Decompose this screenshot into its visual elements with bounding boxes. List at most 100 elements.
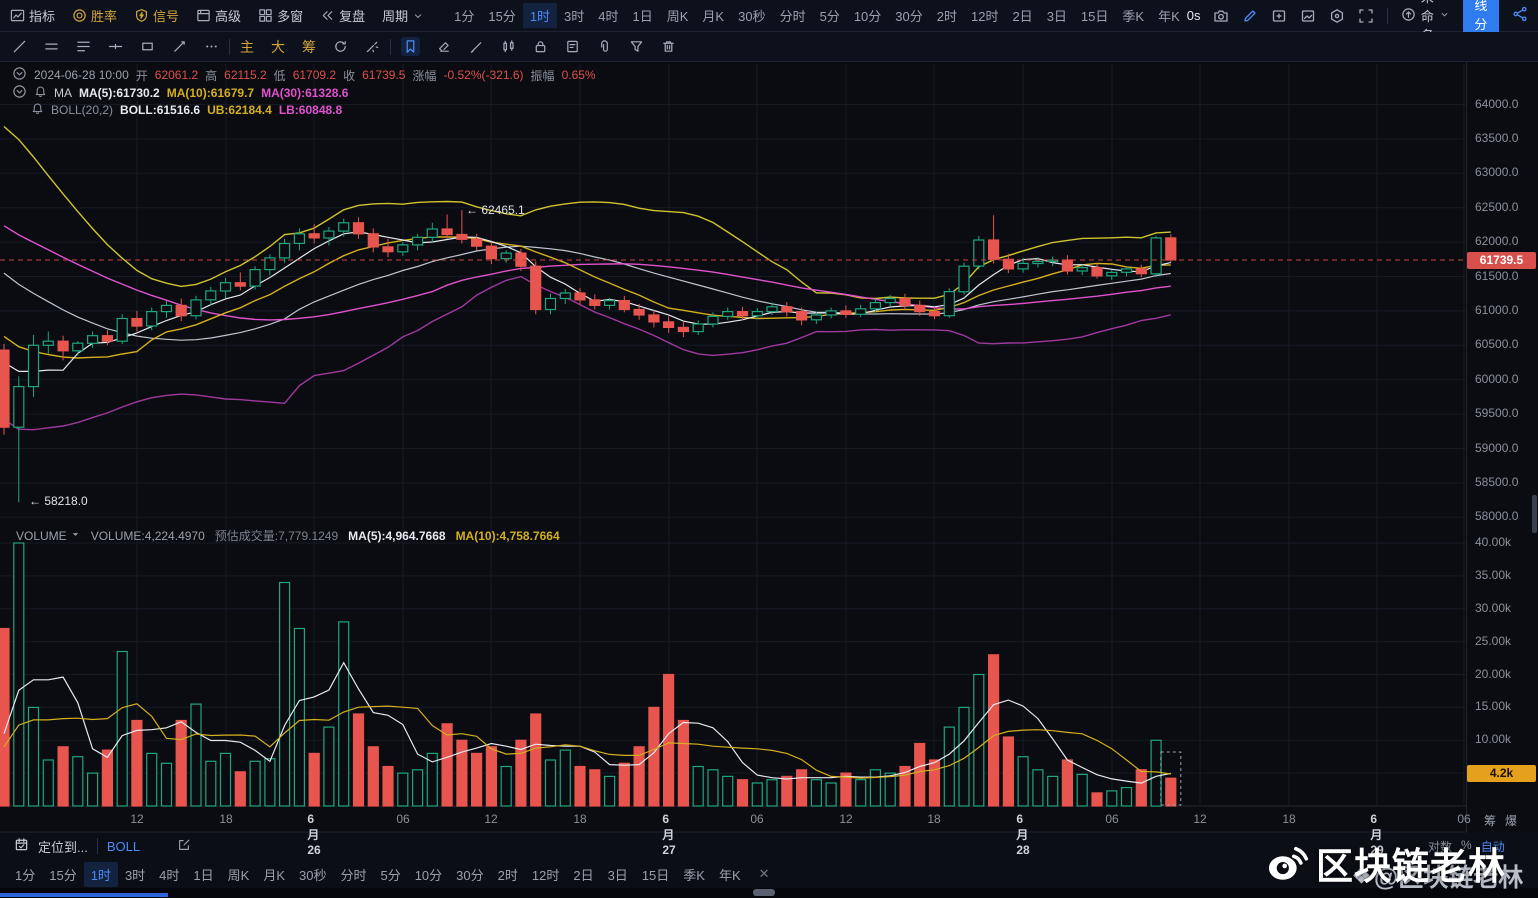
bell-icon[interactable] — [34, 85, 47, 98]
footer-period-周K[interactable]: 周K — [227, 867, 250, 883]
brush-button[interactable] — [469, 39, 484, 54]
note-button[interactable] — [565, 39, 580, 54]
trash-button[interactable] — [661, 39, 676, 54]
price-axis-label: 60500.0 — [1475, 337, 1519, 352]
period-15日[interactable]: 15日 — [1080, 9, 1109, 24]
parallel-button[interactable] — [44, 39, 59, 54]
scrollbar-handle[interactable] — [753, 889, 775, 896]
period-2时[interactable]: 2时 — [936, 9, 957, 24]
vertical-scrollbar-thumb[interactable] — [1532, 495, 1537, 533]
bell-icon[interactable] — [31, 102, 44, 115]
tool-主[interactable]: 主 — [240, 38, 254, 55]
bottom-scrollbar-track[interactable] — [0, 888, 1538, 898]
period-年K[interactable]: 年K — [1158, 9, 1180, 24]
period-15分[interactable]: 15分 — [488, 9, 516, 24]
chevcircle-icon[interactable] — [12, 84, 27, 99]
volume-indicator-selector[interactable]: VOLUME — [16, 529, 81, 543]
period-30分[interactable]: 30分 — [895, 9, 923, 24]
footer-period-1分[interactable]: 1分 — [15, 867, 36, 883]
period-1分[interactable]: 1分 — [454, 9, 475, 24]
footer-period-30分[interactable]: 30分 — [456, 867, 484, 883]
footer-period-5分[interactable]: 5分 — [380, 867, 401, 883]
camera-button[interactable] — [1213, 8, 1229, 24]
hline-button[interactable] — [108, 39, 123, 54]
fib-button[interactable] — [76, 39, 91, 54]
fullscreen-button[interactable] — [1358, 8, 1374, 24]
current-volume-badge: 4.2k — [1467, 765, 1536, 782]
hexagon-button[interactable] — [1329, 8, 1345, 24]
ma30-value: MA(30):61328.6 — [261, 86, 349, 100]
period-1日[interactable]: 1日 — [632, 9, 653, 24]
period-4时[interactable]: 4时 — [598, 9, 619, 24]
calendar-icon[interactable] — [14, 837, 29, 852]
footer-period-30秒[interactable]: 30秒 — [298, 867, 327, 883]
rectool-button[interactable] — [140, 39, 155, 54]
period-12时[interactable]: 12时 — [970, 9, 999, 24]
share-icon[interactable] — [1512, 6, 1528, 22]
filter-button[interactable] — [629, 39, 644, 54]
tool-multiwindow[interactable]: 多窗 — [258, 6, 303, 25]
price-axis[interactable]: 64000.0 63500.0 63000.0 62500.0 62000.0 61500… — [1466, 62, 1538, 832]
boll-indicator-chip[interactable]: BOLL — [106, 838, 141, 854]
footer-period-1时[interactable]: 1时 — [83, 861, 118, 887]
pattern-button[interactable] — [501, 39, 516, 54]
bookmark-button[interactable] — [401, 37, 420, 56]
tool-筹[interactable]: 筹 — [302, 38, 316, 55]
addpane-button[interactable] — [1271, 8, 1287, 24]
footer-period-3日[interactable]: 3日 — [607, 867, 628, 883]
locate-button[interactable]: 定位到... — [38, 839, 88, 855]
trendline-button[interactable] — [12, 39, 27, 54]
kline-chart-canvas[interactable]: ← 62465.1 ← 58218.0 — [0, 0, 1466, 898]
tool-signal[interactable]: 信号 — [134, 6, 179, 25]
period-季K[interactable]: 季K — [1122, 9, 1145, 24]
period-3时[interactable]: 3时 — [564, 9, 585, 24]
footer-period-2时[interactable]: 2时 — [497, 867, 518, 883]
tool-indicator[interactable]: 指标 — [10, 6, 55, 25]
tool-大[interactable]: 大 — [271, 38, 285, 55]
footer-period-12时[interactable]: 12时 — [531, 867, 560, 883]
footer-period-2日[interactable]: 2日 — [573, 867, 594, 883]
percent-scale-toggle[interactable]: % — [1461, 838, 1472, 852]
tool-winrate[interactable]: 胜率 — [72, 6, 117, 25]
close-period-bar[interactable]: ✕ — [758, 866, 770, 881]
chips-toggle[interactable]: 筹 — [1484, 814, 1497, 828]
footer-period-季K[interactable]: 季K — [683, 867, 705, 883]
lock-button[interactable] — [533, 39, 548, 54]
period-1时[interactable]: 1时 — [522, 3, 558, 28]
footer-period-10分[interactable]: 10分 — [414, 867, 443, 883]
time-axis-label: 12 — [484, 812, 498, 826]
editbox-icon[interactable] — [177, 838, 191, 852]
tool-advanced[interactable]: 高级 — [196, 6, 241, 25]
footer-period-3时[interactable]: 3时 — [124, 867, 146, 883]
auto-scale-toggle[interactable]: 自动 — [1480, 840, 1505, 854]
horizontal-scrollbar-thumb[interactable] — [0, 893, 168, 897]
clip-button[interactable] — [597, 39, 612, 54]
footer-period-1日[interactable]: 1日 — [193, 867, 214, 883]
imgpane-button[interactable] — [1300, 8, 1316, 24]
ray-button[interactable] — [172, 39, 187, 54]
footer-period-分时[interactable]: 分时 — [340, 867, 367, 883]
period-3日[interactable]: 3日 — [1046, 9, 1067, 24]
more-button[interactable] — [204, 39, 219, 54]
period-5分[interactable]: 5分 — [819, 9, 840, 24]
footer-period-月K[interactable]: 月K — [263, 867, 285, 883]
period-分时[interactable]: 分时 — [779, 9, 806, 24]
footer-period-15分[interactable]: 15分 — [49, 867, 77, 883]
period-月K[interactable]: 月K — [702, 9, 725, 24]
footer-period-15日[interactable]: 15日 — [641, 867, 670, 883]
period-周K[interactable]: 周K — [666, 9, 689, 24]
chevcircle-icon[interactable] — [12, 66, 27, 81]
period-10分[interactable]: 10分 — [853, 9, 882, 24]
burst-toggle[interactable]: 爆 — [1505, 814, 1518, 828]
eraser-button[interactable] — [437, 39, 452, 54]
tool-replay[interactable]: 复盘 — [320, 6, 365, 25]
refresh-button[interactable] — [333, 39, 348, 54]
period-2日[interactable]: 2日 — [1012, 9, 1033, 24]
footer-period-年K[interactable]: 年K — [718, 867, 741, 883]
wand-button[interactable] — [365, 39, 380, 54]
log-scale-toggle[interactable]: 对数 — [1428, 840, 1453, 854]
tool-period[interactable]: 周期 — [382, 6, 424, 25]
footer-period-4时[interactable]: 4时 — [159, 867, 180, 883]
period-30秒[interactable]: 30秒 — [738, 9, 766, 24]
pencil-button[interactable] — [1242, 8, 1258, 24]
